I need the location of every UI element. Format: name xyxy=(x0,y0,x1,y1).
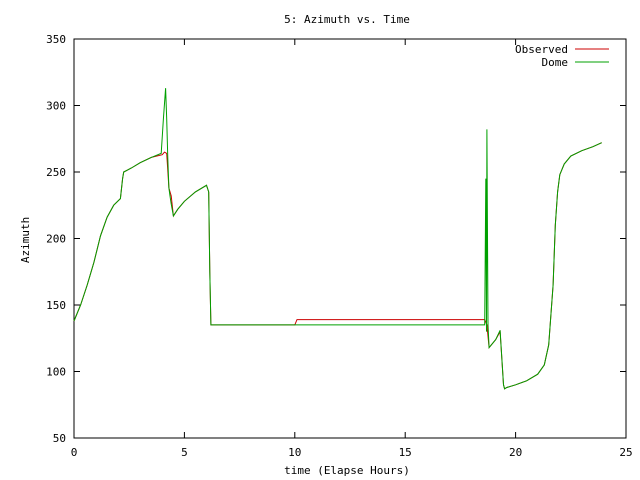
legend-label-observed: Observed xyxy=(515,43,568,56)
x-tick-label: 10 xyxy=(288,446,301,459)
x-axis-label: time (Elapse Hours) xyxy=(284,464,410,477)
x-tick-label: 25 xyxy=(619,446,632,459)
y-tick-label: 150 xyxy=(46,299,66,312)
y-tick-label: 350 xyxy=(46,33,66,46)
y-tick-label: 200 xyxy=(46,233,66,246)
series-lines xyxy=(73,88,602,390)
series-line-dome xyxy=(73,88,602,390)
x-tick-label: 15 xyxy=(399,446,412,459)
series-line-observed xyxy=(73,142,602,390)
x-tick-label: 0 xyxy=(71,446,78,459)
y-tick-label: 300 xyxy=(46,100,66,113)
y-tick-label: 250 xyxy=(46,166,66,179)
y-tick-label: 100 xyxy=(46,366,66,379)
legend: Observed Dome xyxy=(515,43,609,69)
y-axis-label: Azimuth xyxy=(19,217,32,263)
x-axis: 0 5 10 15 20 25 xyxy=(71,39,633,459)
y-axis: 50 100 150 200 250 300 350 xyxy=(46,33,626,445)
x-tick-label: 20 xyxy=(509,446,522,459)
x-tick-label: 5 xyxy=(181,446,188,459)
chart-title: 5: Azimuth vs. Time xyxy=(284,13,410,26)
plot-frame xyxy=(73,38,627,439)
legend-label-dome: Dome xyxy=(542,56,569,69)
y-tick-label: 50 xyxy=(53,432,66,445)
